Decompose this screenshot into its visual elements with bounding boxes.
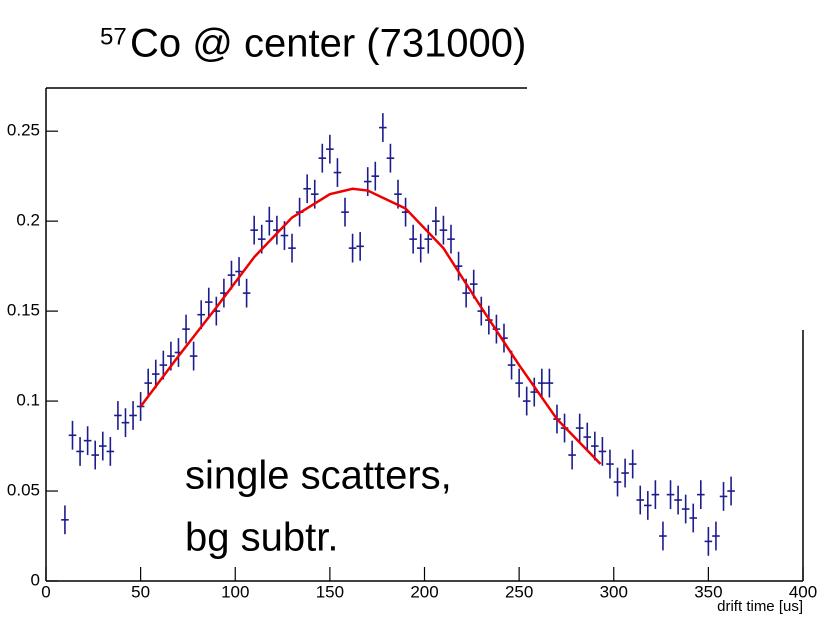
x-tick-label: 0: [41, 582, 50, 601]
title-superscript: 57: [100, 23, 127, 50]
y-tick-label: 0.05: [7, 481, 40, 500]
y-tick-label: 0: [31, 570, 40, 589]
x-tick-label: 150: [316, 582, 344, 601]
fit-curve: [139, 187, 602, 465]
x-axis-label: drift time [us]: [717, 598, 803, 615]
x-tick-label: 400: [789, 582, 817, 601]
annotation: single scatters,: [185, 454, 452, 498]
x-tick-label: 100: [221, 582, 249, 601]
y-tick-label: 0.2: [16, 211, 40, 230]
annotation: bg subtr.: [185, 516, 338, 560]
y-tick-label: 0.25: [7, 121, 40, 140]
x-tick-label: 250: [505, 582, 533, 601]
x-tick-label: 50: [131, 582, 150, 601]
chart-title: Co @ center (731000): [130, 22, 526, 66]
x-tick-label: 200: [410, 582, 438, 601]
x-tick-label: 300: [600, 582, 628, 601]
y-tick-label: 0.15: [7, 301, 40, 320]
y-tick-label: 0.1: [16, 391, 40, 410]
x-tick-label: 350: [694, 582, 722, 601]
